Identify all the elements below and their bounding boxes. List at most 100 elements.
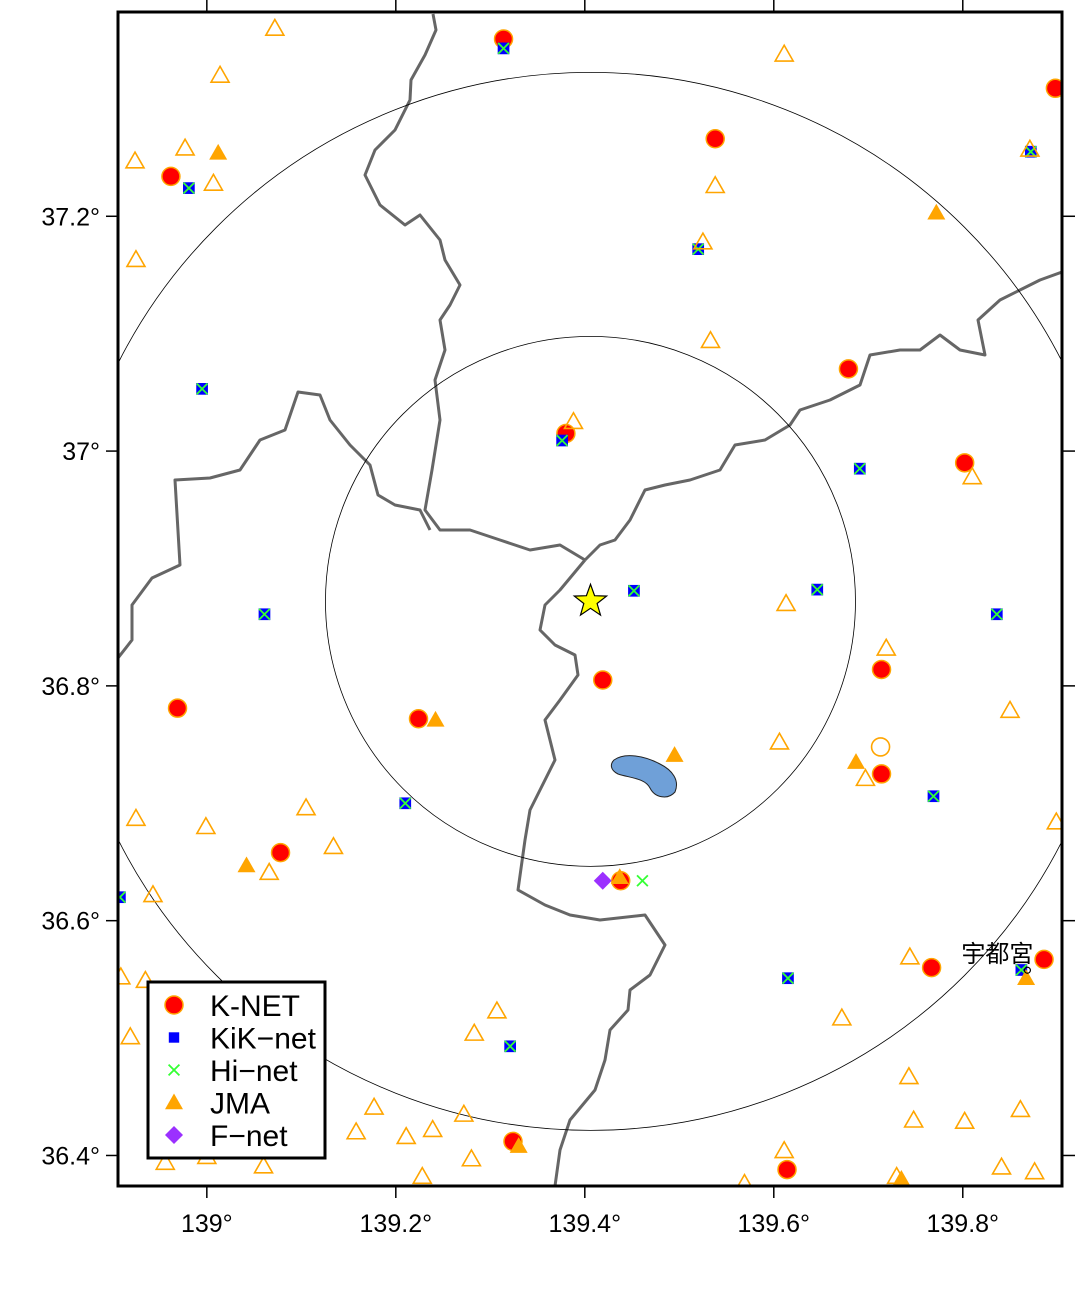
city-marker	[1023, 966, 1032, 974]
distance-ring	[118, 72, 1062, 1131]
station-marker	[345, 1121, 367, 1140]
station-marker	[1045, 78, 1062, 99]
station-marker	[363, 1096, 385, 1115]
axes: 139° 139.2° 139.4° 139.6° 139.8° 36.4° 36.6° 36…	[41, 0, 1075, 1238]
x-tick-label: 139.8°	[926, 1210, 999, 1238]
station-marker	[164, 995, 184, 1015]
station-marker	[1024, 1161, 1045, 1180]
station-marker	[118, 966, 132, 985]
border	[583, 270, 1062, 562]
station-marker	[118, 891, 126, 904]
station-marker	[295, 797, 317, 816]
station-marker	[927, 790, 940, 803]
station-marker	[903, 1109, 925, 1128]
plot-frame	[116, 10, 1064, 1188]
station-marker	[461, 1148, 482, 1167]
legend-label: Hi−net	[210, 1055, 298, 1088]
station-marker	[125, 249, 147, 268]
station-marker	[954, 453, 975, 473]
station-marker	[167, 698, 188, 718]
legend-label: JMA	[210, 1088, 270, 1121]
station-marker	[463, 1022, 485, 1041]
station-marker	[161, 166, 181, 187]
station-marker	[665, 746, 684, 762]
station-marker	[898, 1066, 920, 1085]
station-marker	[921, 957, 942, 978]
prefecture-borders	[118, 13, 1062, 1186]
station-marker	[453, 1103, 475, 1122]
y-tick-label: 37.2°	[41, 203, 100, 231]
station-marker	[504, 1040, 517, 1053]
station-marker	[961, 466, 983, 485]
station-marker	[165, 1093, 183, 1110]
station-marker	[203, 172, 224, 191]
x-tick-label: 139.6°	[738, 1210, 811, 1238]
station-marker	[886, 1165, 908, 1185]
y-tick-label: 36.8°	[41, 673, 100, 701]
station-marker	[777, 1159, 797, 1180]
station-marker	[395, 1126, 417, 1145]
station-marker	[118, 891, 126, 904]
station-marker	[636, 874, 649, 887]
station-marker	[853, 462, 866, 475]
station-marker	[142, 884, 164, 903]
station-marker	[692, 231, 714, 250]
legend-label: KiK−net	[210, 1023, 317, 1056]
x-tick-label: 139°	[181, 1210, 233, 1238]
lake	[610, 755, 677, 798]
station-marker	[196, 382, 209, 395]
station-marker	[991, 1156, 1012, 1175]
station-marker	[209, 143, 228, 160]
station-marker	[408, 708, 429, 729]
legend-label: F−net	[210, 1120, 288, 1153]
station-marker	[258, 608, 271, 621]
station-marker	[1019, 138, 1041, 157]
stations	[118, 17, 1062, 1186]
station-marker	[769, 731, 790, 750]
station-marker	[847, 753, 866, 769]
epicenter	[572, 582, 609, 617]
place-label: 宇都宮	[961, 941, 1033, 968]
station-marker	[411, 1165, 433, 1185]
station-marker	[253, 1155, 274, 1174]
station-marker	[323, 836, 344, 855]
station-marker	[781, 972, 795, 985]
distance-ring	[325, 335, 856, 867]
station-marker	[154, 1151, 176, 1171]
station-marker	[990, 608, 1003, 621]
station-marker	[705, 129, 725, 149]
station-marker	[135, 969, 156, 989]
station-marker	[399, 797, 412, 810]
legend-label: K-NET	[210, 990, 300, 1023]
station-marker	[264, 17, 286, 36]
station-marker	[627, 584, 640, 597]
station-marker	[497, 42, 510, 55]
station-marker	[182, 182, 195, 195]
station-marker	[168, 1032, 180, 1043]
station-marker	[871, 659, 892, 680]
station-marker	[838, 359, 859, 379]
station-marker	[1010, 1099, 1031, 1118]
y-tick-label: 36.4°	[41, 1142, 100, 1170]
station-marker	[124, 150, 146, 169]
station-marker	[704, 175, 726, 194]
station-marker	[119, 1026, 141, 1045]
station-marker	[258, 861, 280, 881]
station-marker	[486, 1000, 508, 1019]
station-marker	[556, 434, 569, 447]
station-marker	[875, 637, 897, 656]
border	[516, 559, 667, 1186]
station-marker	[1017, 969, 1036, 985]
station-marker	[737, 1173, 752, 1186]
station-marker	[593, 871, 612, 890]
station-marker	[270, 842, 291, 863]
station-marker	[563, 411, 584, 430]
station-marker	[954, 1110, 976, 1129]
x-tick-label: 139.4°	[549, 1210, 622, 1238]
station-marker	[509, 1137, 528, 1153]
border	[118, 390, 432, 659]
station-marker	[700, 330, 721, 349]
